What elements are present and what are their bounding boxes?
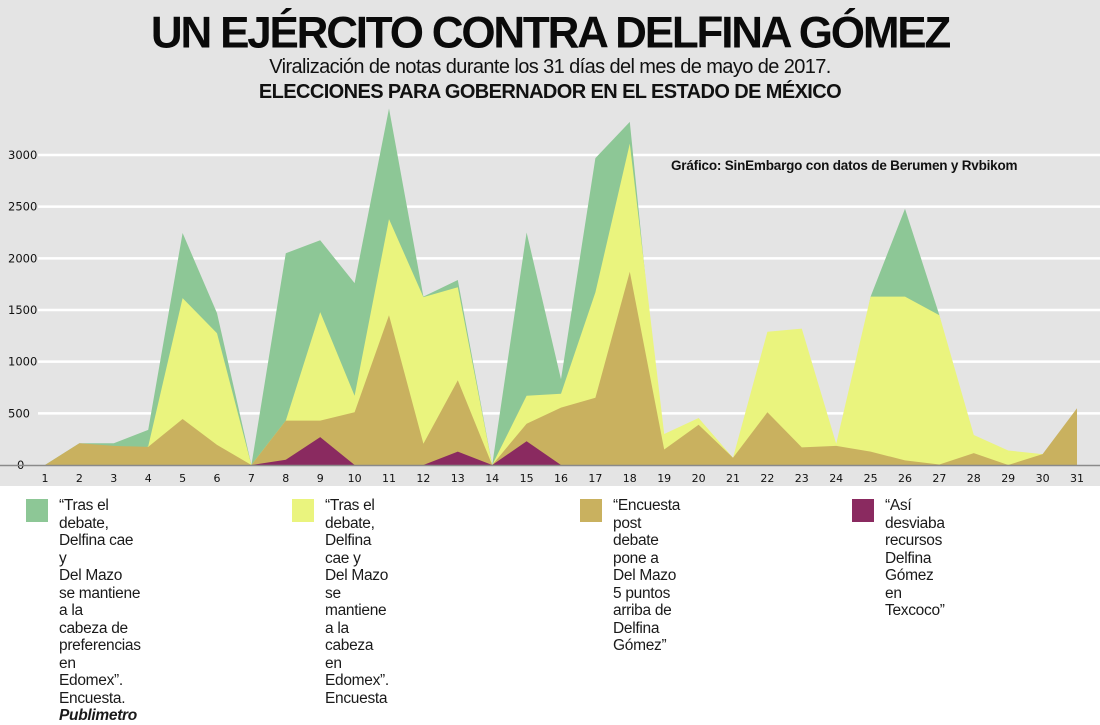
- x-tick-label: 26: [898, 472, 912, 485]
- legend-swatch: [292, 499, 314, 522]
- x-tick-label: 23: [795, 472, 809, 485]
- x-tick-label: 31: [1070, 472, 1084, 485]
- x-tick-label: 24: [829, 472, 843, 485]
- chart-subtitle: Viralización de notas durante los 31 día…: [269, 56, 831, 78]
- legend-label: “Tras el debate, Delfina cae y Del Mazo …: [325, 497, 389, 707]
- series-area-3: [45, 271, 1077, 465]
- x-tick-label: 21: [726, 472, 740, 485]
- x-tick-label: 30: [1036, 472, 1050, 485]
- x-tick-label: 14: [485, 472, 499, 485]
- y-tick-label: 2000: [8, 251, 37, 265]
- x-tick-label: 3: [110, 472, 117, 485]
- legend-label: “Tras el debate, Delfina cae y Del Mazo …: [59, 497, 141, 724]
- series-area-2: [45, 143, 1077, 465]
- series-areas: [45, 108, 1077, 465]
- x-tick-label: 19: [657, 472, 671, 485]
- x-tick-label: 11: [382, 472, 396, 485]
- x-tick-label: 1: [42, 472, 49, 485]
- chart-subtitle-election: ELECCIONES PARA GOBERNADOR EN EL ESTADO …: [258, 81, 842, 103]
- x-tick-label: 4: [145, 472, 152, 485]
- x-tick-label: 12: [416, 472, 430, 485]
- y-tick-label: 1000: [8, 355, 37, 369]
- y-tick-label: 500: [8, 406, 30, 420]
- chart-title: UN EJÉRCITO CONTRA DELFINA GÓMEZ: [150, 7, 951, 58]
- y-tick-label: 2500: [8, 200, 37, 214]
- x-tick-label: 22: [760, 472, 774, 485]
- y-tick-label: 1500: [8, 303, 37, 317]
- area-chart: 0500100015002000250030001234567891011121…: [0, 108, 1100, 485]
- x-tick-label: 15: [520, 472, 534, 485]
- x-tick-label: 10: [348, 472, 362, 485]
- x-tick-label: 27: [932, 472, 946, 485]
- axes: 0500100015002000250030001234567891011121…: [0, 148, 1100, 485]
- legend-swatch: [580, 499, 602, 522]
- x-tick-label: 13: [451, 472, 465, 485]
- y-tick-label: 3000: [8, 148, 37, 162]
- x-tick-label: 20: [692, 472, 706, 485]
- x-tick-label: 16: [554, 472, 568, 485]
- x-tick-label: 6: [214, 472, 221, 485]
- x-tick-label: 25: [864, 472, 878, 485]
- legend-swatch: [26, 499, 48, 522]
- x-tick-label: 9: [317, 472, 324, 485]
- source-credit: Gráfico: SinEmbargo con datos de Berumen…: [671, 158, 1018, 173]
- x-tick-label: 18: [623, 472, 637, 485]
- x-tick-label: 5: [179, 472, 186, 485]
- x-tick-label: 8: [282, 472, 289, 485]
- series-area-4: [45, 437, 1077, 465]
- x-tick-label: 28: [967, 472, 981, 485]
- legend-swatch: [852, 499, 874, 522]
- x-tick-label: 29: [1001, 472, 1015, 485]
- x-tick-label: 2: [76, 472, 83, 485]
- legend-label: “Encuesta post debate pone a Del Mazo 5 …: [613, 497, 681, 654]
- x-tick-label: 7: [248, 472, 255, 485]
- x-tick-label: 17: [588, 472, 602, 485]
- legend-label: “Así desviaba recursos Delfina Gómez en …: [885, 497, 945, 619]
